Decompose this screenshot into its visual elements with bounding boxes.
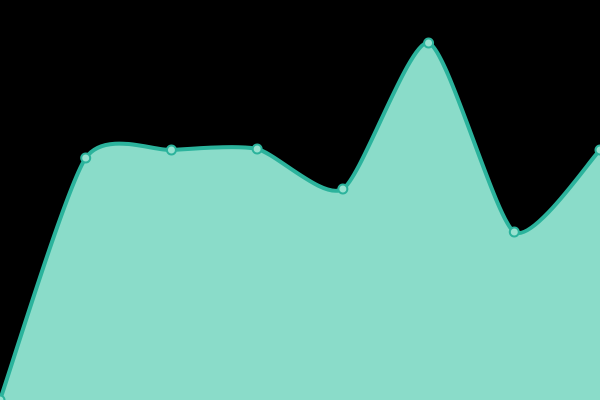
data-point-marker (165, 144, 177, 156)
data-point-marker (423, 37, 435, 49)
data-point-markers (0, 37, 600, 400)
data-point-marker (251, 143, 263, 155)
data-point-marker (594, 144, 600, 156)
area-fill (0, 42, 600, 400)
data-point-marker (508, 226, 520, 238)
data-point-marker (337, 183, 349, 195)
data-point-marker (80, 152, 92, 164)
data-point-marker (0, 394, 6, 400)
